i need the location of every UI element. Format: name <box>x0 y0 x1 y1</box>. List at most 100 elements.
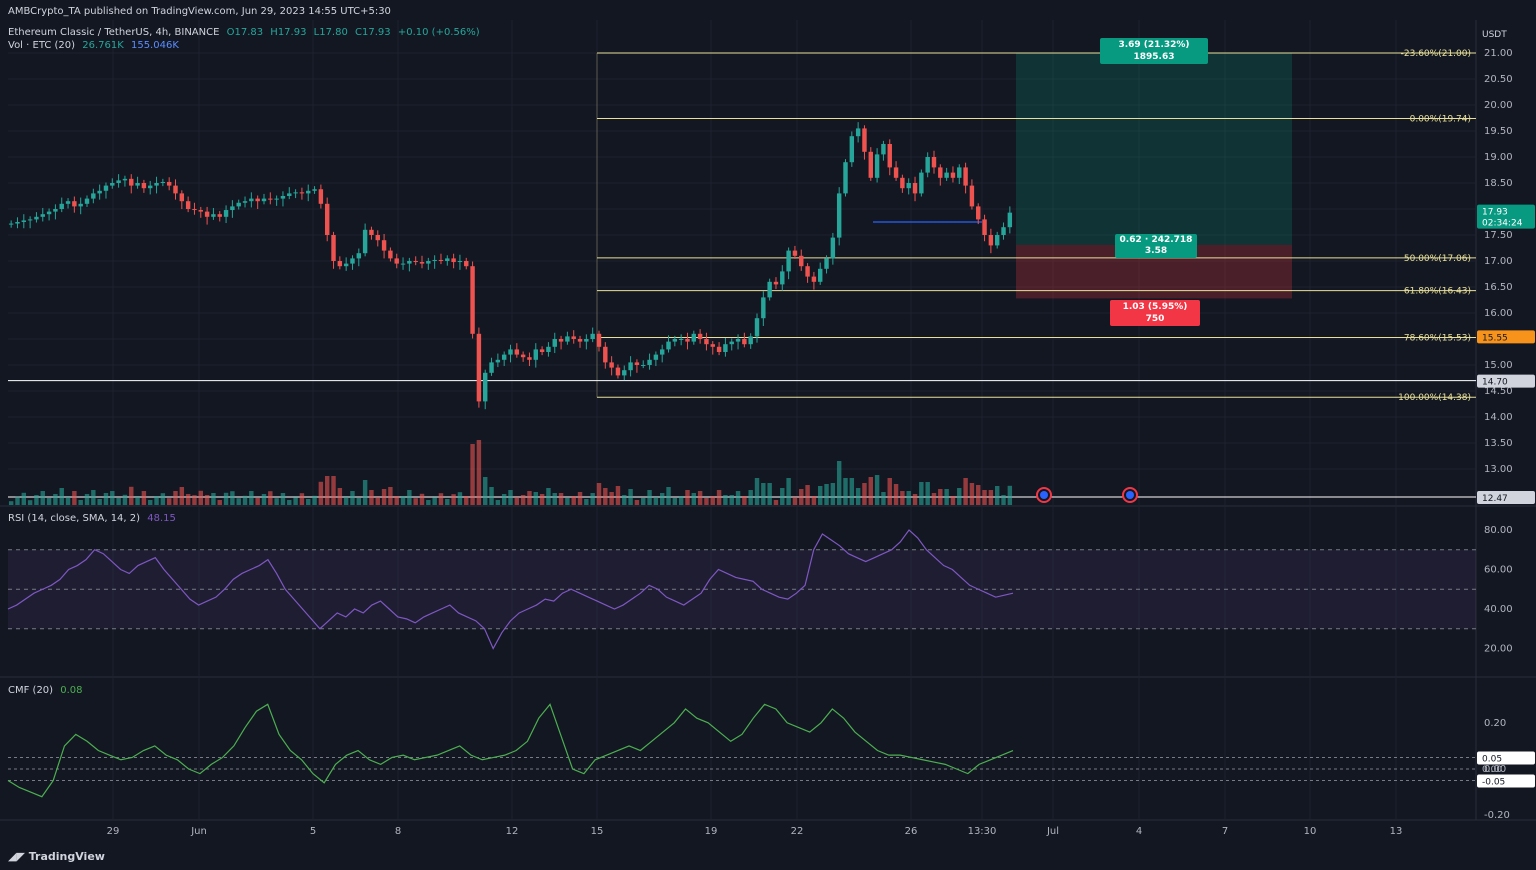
candle-body <box>874 154 880 178</box>
candle-body <box>59 203 64 209</box>
volume-level-badge-text: 12.47 <box>1482 494 1508 504</box>
volume-bar <box>204 495 210 505</box>
volume-bar <box>754 478 760 505</box>
volume-bar <box>350 491 355 505</box>
candle-body <box>268 198 273 200</box>
volume-bar <box>818 486 823 505</box>
volume-bar <box>982 490 987 505</box>
price-tick-label: 14.00 <box>1484 412 1513 423</box>
rsi-band <box>8 549 1476 629</box>
volume-bar <box>577 492 583 505</box>
candle-body <box>824 258 829 269</box>
volume-bar <box>413 498 418 505</box>
candle-body <box>8 223 14 225</box>
volume-bar <box>830 483 836 505</box>
volume-bar <box>590 493 595 505</box>
volume-bar <box>362 480 368 505</box>
fib-level-label: 0.00%(19.74) <box>1410 115 1471 125</box>
volume-bar <box>160 493 166 505</box>
candle-body <box>274 198 279 200</box>
candle-body <box>710 344 715 347</box>
cmf-badge-text: 0.05 <box>1482 754 1502 764</box>
candle-body <box>539 349 545 352</box>
candle-body <box>653 354 659 360</box>
volume-bar <box>862 483 867 505</box>
price-tick-label: 17.50 <box>1484 230 1513 241</box>
symbol-name[interactable]: Ethereum Classic / TetherUS, 4h, BINANCE <box>8 27 220 38</box>
candle-body <box>46 211 52 215</box>
candle-body <box>489 362 494 373</box>
ohlc-close: C17.93 <box>355 27 391 38</box>
candle-body <box>154 183 159 186</box>
candle-body <box>34 216 39 220</box>
rsi-tick-label: 80.00 <box>1484 525 1513 536</box>
volume-bar <box>912 494 918 505</box>
tradingview-logo[interactable]: ◢◤ TradingView <box>8 850 105 863</box>
volume-bar <box>242 495 248 505</box>
volume-bar <box>533 492 538 505</box>
candle-body <box>609 362 614 368</box>
volume-bar <box>407 490 412 505</box>
volume-bar <box>805 485 810 505</box>
cmf-label[interactable]: CMF (20) <box>8 685 54 696</box>
ratio-line-1: 0.62 · 242.718 <box>1119 235 1193 245</box>
volume-bar <box>198 490 203 505</box>
candle-body <box>457 261 463 263</box>
volume-bar <box>268 491 273 505</box>
candle-body <box>160 181 166 183</box>
candle-body <box>116 180 121 183</box>
price-tick-label: 19.00 <box>1484 152 1513 163</box>
rsi-tick-label: 60.00 <box>1484 565 1513 576</box>
volume-bar <box>103 493 109 505</box>
volume-bar <box>84 494 90 505</box>
candle-body <box>381 240 387 251</box>
volume-bar <box>957 488 962 505</box>
volume-bar <box>938 489 943 505</box>
volume-bar <box>716 490 722 505</box>
volume-bar <box>628 489 633 505</box>
volume-bar <box>438 493 444 505</box>
candle-body <box>1001 227 1006 235</box>
fib-level-label: 100.00%(14.38) <box>1398 393 1471 403</box>
last-price-badge-text: 02:34:24 <box>1482 219 1523 229</box>
cmf-tick-label: 0.20 <box>1484 718 1506 729</box>
candle-body <box>678 339 684 340</box>
rsi-tick-label: 40.00 <box>1484 604 1513 615</box>
price-tick-label: 14.50 <box>1484 386 1513 397</box>
volume-bar <box>501 494 507 505</box>
volume-bar <box>723 495 728 505</box>
candle-body <box>912 183 918 194</box>
rsi-label[interactable]: RSI (14, close, SMA, 14, 2) <box>8 513 141 524</box>
volume-bar <box>773 500 779 505</box>
volume-bar <box>514 497 520 505</box>
candle-body <box>331 235 336 261</box>
candle-body <box>811 276 817 282</box>
volume-bar <box>457 492 463 505</box>
level-badge-orange <box>1477 330 1535 344</box>
price-tick-label: 13.00 <box>1484 464 1513 475</box>
volume-bar <box>141 491 147 505</box>
volume-bar <box>767 483 772 505</box>
volume-bar <box>223 492 229 505</box>
candle-body <box>312 189 317 191</box>
volume-bar <box>742 496 747 505</box>
candle-body <box>426 261 431 264</box>
volume-bar <box>780 488 785 505</box>
volume-bar <box>843 478 848 505</box>
volume-bar <box>230 491 235 505</box>
volume-bar <box>672 498 678 505</box>
volume-bar <box>881 492 886 505</box>
candle-body <box>818 268 823 282</box>
candle-body <box>615 367 621 376</box>
x-tick-label: 12 <box>506 826 519 837</box>
last-price-badge-text: 17.93 <box>1482 208 1508 218</box>
volume-bar <box>565 498 570 505</box>
candle-body <box>799 255 804 267</box>
volume-bar <box>451 494 456 505</box>
volume-label[interactable]: Vol · ETC (20) <box>8 40 76 51</box>
candle-body <box>223 210 229 217</box>
volume-bar <box>148 500 153 505</box>
candle-body <box>527 357 532 360</box>
candle-body <box>419 262 425 264</box>
